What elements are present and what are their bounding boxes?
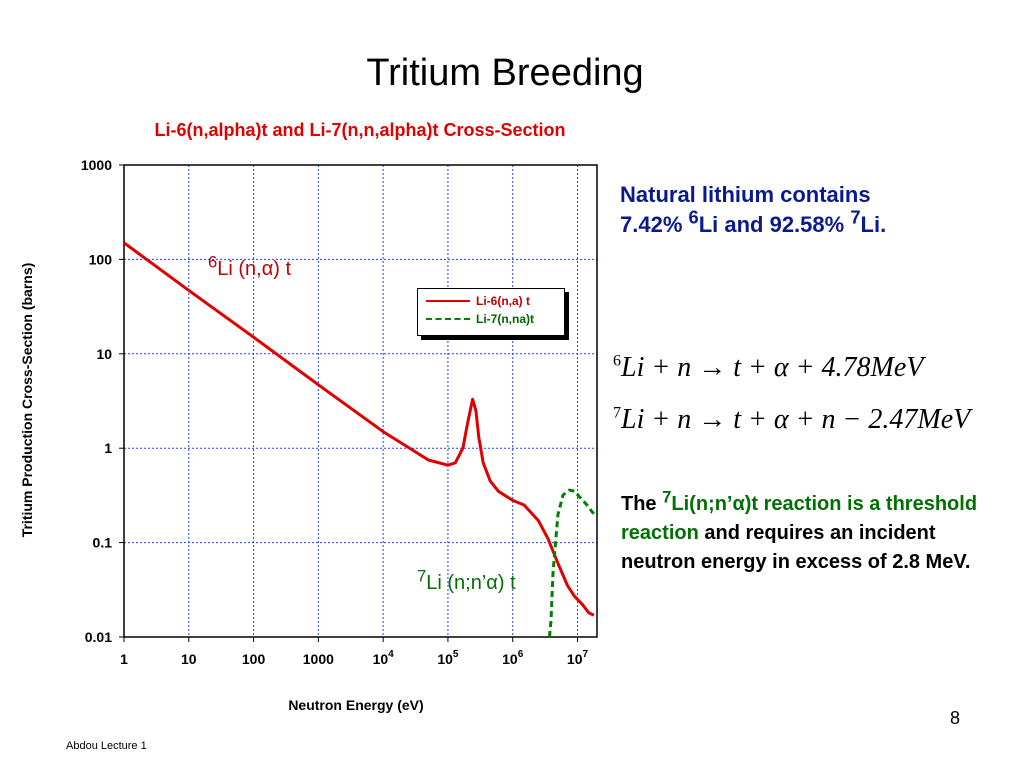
y-tick-label-5: 0.01 [85, 629, 112, 645]
natural-line1: Natural lithium contains [620, 182, 871, 207]
threshold-reaction: Li(n;n’α)t reaction is a threshold react… [621, 493, 978, 544]
legend-swatch-li6 [426, 300, 470, 302]
equation-li7-mass: 7 [613, 404, 621, 422]
y-tick-label-0: 1000 [81, 157, 112, 173]
y-tick-label-4: 0.1 [93, 535, 113, 551]
x-tick-label-7: 107 [567, 649, 589, 667]
li6-mass-number: 6 [208, 252, 218, 272]
natural-end: Li. [860, 212, 887, 237]
natural-pct6: 7.42% [620, 212, 689, 237]
x-tick-label-4: 104 [373, 649, 395, 667]
threshold-rest: and requires an incident neutron energy … [621, 522, 971, 573]
x-axis-title: Neutron Energy (eV) [288, 697, 424, 713]
natural-mass7: 7 [850, 206, 861, 228]
li6-reaction-text: Li (n,α) t [217, 258, 292, 280]
series-line-li6 [124, 241, 595, 617]
slide-title: Tritium Breeding [366, 52, 644, 94]
x-tick-label-3: 1000 [303, 651, 334, 667]
natural-mass6: 6 [688, 206, 699, 228]
equation-li7: 7Li + n → t + α + n − 2.47MeV [613, 404, 970, 436]
cross-section-chart: 1000 100 10 1 0.1 0.01 1 10 100 1000 104 105 106 107 [81, 157, 598, 667]
equation-li7-text: Li + n → t + α + n − 2.47MeV [621, 404, 971, 435]
legend-label-li6: Li-6(n,a) t [476, 294, 530, 308]
chart-legend: Li-6(n,a) t Li-7(n,na)t [417, 288, 565, 336]
li7-curve-label: 7Li (n;n’α) t [417, 568, 516, 595]
x-tick-label-5: 105 [437, 649, 459, 667]
footer-text: Abdou Lecture 1 [66, 740, 147, 752]
chart-title: Li-6(n,alpha)t and Li-7(n,n,alpha)t Cros… [154, 120, 566, 140]
y-tick-label-1: 100 [89, 251, 113, 267]
series-line-li7 [548, 488, 597, 638]
legend-entry-li7: Li-7(n,na)t [426, 311, 534, 327]
natural-lithium-note: Natural lithium contains 7.42% 6Li and 9… [620, 180, 1020, 240]
equation-li6: 6Li + n → t + α + 4.78MeV [613, 352, 923, 384]
threshold-mass7: 7 [662, 487, 672, 507]
li7-reaction-text: Li (n;n’α) t [426, 572, 516, 594]
threshold-the: The [621, 493, 663, 515]
x-tick-label-1: 10 [181, 651, 197, 667]
y-axis-title: Tritium Production Cross-Section (barns) [19, 262, 35, 538]
page-number: 8 [950, 708, 961, 728]
li6-curve-label: 6Li (n,α) t [208, 254, 292, 281]
legend-entry-li6: Li-6(n,a) t [426, 293, 530, 309]
x-tick-label-2: 100 [242, 651, 266, 667]
x-tick-label-0: 1 [120, 651, 128, 667]
x-tick-label-6: 106 [502, 649, 524, 667]
plot-frame [123, 164, 598, 638]
natural-mid: Li and 92.58% [698, 212, 851, 237]
li7-mass-number: 7 [417, 566, 427, 586]
y-tick-label-3: 1 [104, 440, 112, 456]
threshold-note: The 7Li(n;n’α)t reaction is a threshold … [621, 487, 1011, 577]
equation-li6-text: Li + n → t + α + 4.78MeV [621, 352, 924, 383]
y-tick-label-2: 10 [96, 346, 112, 362]
equation-li6-mass: 6 [613, 352, 621, 370]
legend-label-li7: Li-7(n,na)t [476, 312, 534, 326]
legend-swatch-li7 [426, 318, 470, 320]
